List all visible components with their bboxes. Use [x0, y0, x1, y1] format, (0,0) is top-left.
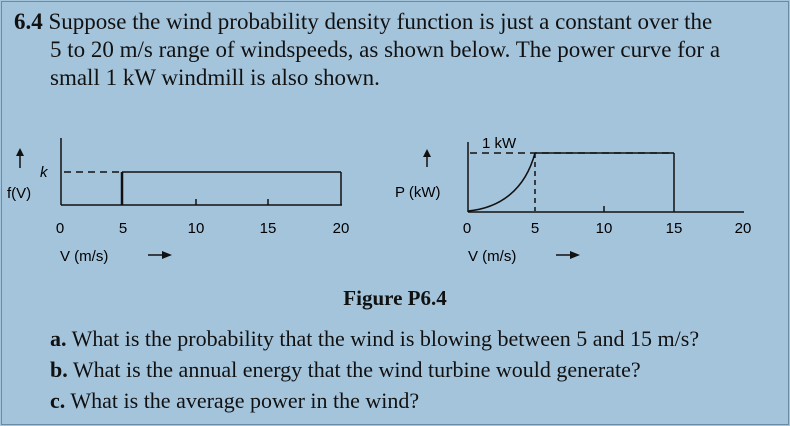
left-up-arrow-head [16, 148, 24, 156]
left-tick-label-10: 10 [188, 220, 205, 237]
problem-line-1: Suppose the wind probability density fun… [48, 9, 713, 34]
problem-statement: 6.4 Suppose the wind probability density… [14, 8, 784, 92]
left-k-label: k [40, 164, 49, 181]
question-b: b. What is the annual energy that the wi… [50, 354, 699, 385]
question-c: c. What is the average power in the wind… [50, 385, 699, 416]
right-top-label: 1 kW [482, 135, 517, 152]
right-x-label: V (m/s) [468, 248, 516, 265]
right-power-curve [467, 152, 536, 212]
right-tick-label-20: 20 [735, 220, 752, 237]
figure-caption: Figure P6.4 [0, 286, 790, 311]
right-up-arrow-head [423, 149, 431, 157]
left-figure [16, 138, 342, 206]
question-letter: c. [50, 388, 66, 413]
figure-caption-text: Figure P6.4 [343, 286, 447, 310]
right-tick-label-0: 0 [463, 220, 471, 237]
left-tick-label-15: 15 [260, 220, 277, 237]
problem-number: 6.4 [14, 9, 43, 34]
question-text: What is the average power in the wind? [70, 388, 420, 413]
question-text: What is the probability that the wind is… [71, 326, 700, 351]
left-tick-label-5: 5 [119, 220, 127, 237]
question-letter: a. [50, 326, 67, 351]
right-y-label: P (kW) [395, 184, 441, 201]
left-x-label: V (m/s) [60, 248, 108, 265]
right-x-arrow-head [570, 251, 580, 259]
right-tick-label-15: 15 [666, 220, 683, 237]
problem-line-2: 5 to 20 m/s range of windspeeds, as show… [50, 37, 721, 62]
left-tick-label-0: 0 [56, 220, 64, 237]
question-a: a. What is the probability that the wind… [50, 323, 699, 354]
right-tick-label-5: 5 [531, 220, 539, 237]
question-list: a. What is the probability that the wind… [50, 323, 699, 416]
left-tick-label-20: 20 [333, 220, 350, 237]
right-figure [423, 142, 744, 213]
left-x-arrow-head [162, 251, 172, 259]
problem-line-3: small 1 kW windmill is also shown. [50, 65, 380, 90]
question-text: What is the annual energy that the wind … [72, 357, 641, 382]
question-letter: b. [50, 357, 68, 382]
left-y-label: f(V) [7, 185, 31, 202]
right-tick-label-10: 10 [596, 220, 613, 237]
